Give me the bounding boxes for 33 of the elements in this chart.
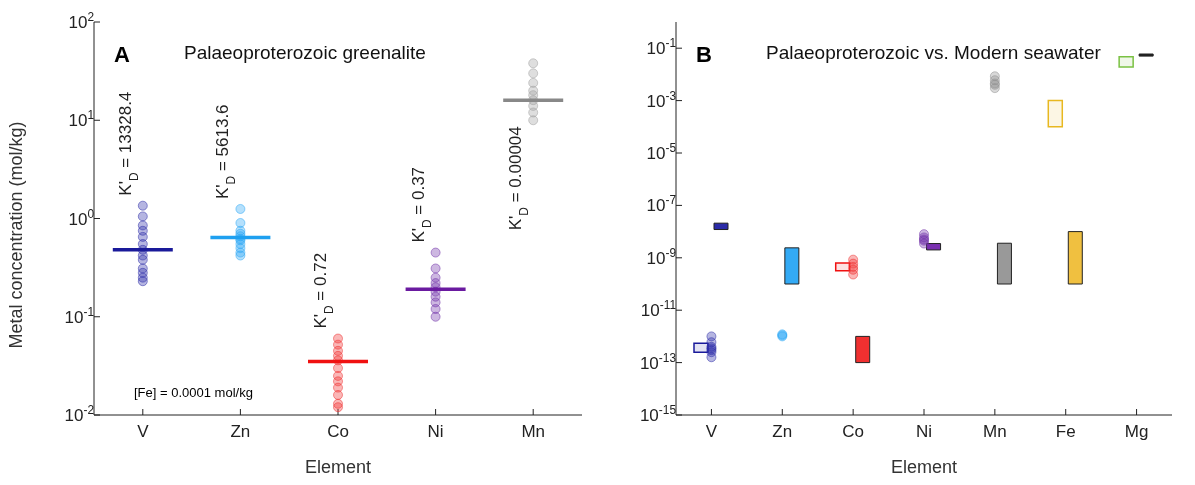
- y-tick-label: 10$^{-15}$: [639, 403, 677, 425]
- x-tick-label: Mn: [521, 422, 546, 442]
- y-tick-label: 10$^{-1}$: [64, 304, 95, 327]
- x-tick-label: Co: [842, 422, 865, 442]
- y-tick-label: 10$^{2}$: [68, 10, 95, 32]
- y-tick-label: 10$^{-11}$: [640, 298, 677, 321]
- annotation: A: [114, 42, 130, 68]
- x-axis-title: Element: [890, 457, 958, 477]
- y-tick-label: 10$^{-13}$: [639, 350, 677, 373]
- text: Palaeoproterozoic vs. Modern seawater: [766, 42, 1101, 64]
- x-tick-label: V: [705, 422, 718, 442]
- y-tick-label: 10$^{0}$: [68, 206, 95, 229]
- x-tick-label: Fe: [1055, 422, 1076, 442]
- x-axis-title: Element: [304, 457, 372, 477]
- y-tick-label: 10$^{-9}$: [646, 245, 677, 268]
- x-tick-label: Zn: [772, 422, 793, 442]
- y-tick-label: 10$^{-2}$: [64, 403, 95, 425]
- x-tick-label: Ni: [915, 422, 933, 442]
- y-tick-label: 10$^{-5}$: [646, 141, 677, 163]
- y-tick-label: 10$^{1}$: [68, 108, 95, 131]
- x-tick-label: V: [137, 422, 150, 442]
- x-tick-label: Ni: [427, 422, 444, 442]
- text: Palaeoproterozoic greenalite: [184, 42, 426, 64]
- x-tick-label: Zn: [230, 422, 251, 442]
- y-tick-label: 10$^{-1}$: [646, 36, 677, 59]
- x-tick-label: Co: [327, 422, 349, 442]
- y-tick-label: 10$^{-3}$: [646, 88, 677, 111]
- annotation: B: [696, 42, 712, 68]
- y-axis-title: Metal concentration (mol/kg): [6, 121, 27, 349]
- x-tick-label: Mn: [983, 422, 1007, 442]
- annotation: [Fe] = 0.0001 mol/kg: [134, 385, 253, 400]
- x-tick-label: Mg: [1124, 422, 1149, 442]
- y-tick-label: 10$^{-7}$: [646, 193, 677, 216]
